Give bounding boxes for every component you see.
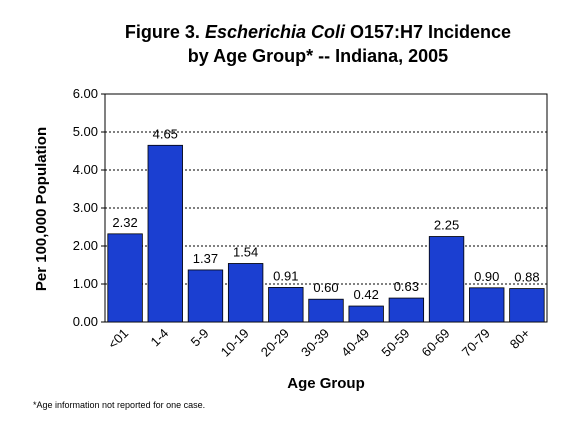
x-tick-label: 60-69 bbox=[419, 326, 453, 360]
x-tick-label: 40-49 bbox=[338, 326, 372, 360]
data-label: 2.32 bbox=[112, 215, 137, 230]
y-tick-label: 2.00 bbox=[73, 238, 98, 253]
x-tick-label: 70-79 bbox=[459, 326, 493, 360]
bar bbox=[187, 269, 224, 323]
bar bbox=[348, 305, 384, 323]
chart-title-line2: by Age Group* -- Indiana, 2005 bbox=[188, 46, 448, 66]
footnote: *Age information not reported for one ca… bbox=[33, 400, 205, 410]
x-tick-label: 10-19 bbox=[218, 326, 252, 360]
data-label: 0.88 bbox=[514, 270, 539, 285]
x-tick-label: 30-39 bbox=[298, 326, 332, 360]
data-label: 1.37 bbox=[193, 251, 218, 266]
chart-title-line1: Figure 3. Escherichia Coli O157:H7 Incid… bbox=[125, 22, 511, 42]
y-tick-label: 0.00 bbox=[73, 314, 98, 329]
x-tick-label: 50-59 bbox=[378, 326, 412, 360]
y-axis-label: Per 100,000 Population bbox=[33, 127, 50, 291]
y-tick-label: 1.00 bbox=[73, 276, 98, 291]
bar bbox=[469, 287, 505, 323]
data-label: 0.90 bbox=[474, 269, 499, 284]
data-label: 0.60 bbox=[313, 280, 338, 295]
y-tick-label: 5.00 bbox=[73, 124, 98, 139]
x-tick-label: 80+ bbox=[507, 326, 533, 352]
bar bbox=[227, 263, 264, 323]
data-label: 1.54 bbox=[233, 244, 258, 259]
x-tick-label: 1-4 bbox=[147, 326, 171, 350]
bar bbox=[428, 236, 465, 323]
bar bbox=[308, 298, 344, 323]
y-tick-label: 4.00 bbox=[73, 162, 98, 177]
bar bbox=[509, 288, 545, 323]
x-tick-label: 5-9 bbox=[188, 326, 212, 350]
plot-area: 0.00 1.00 2.00 3.00 4.00 5.00 6.00 2.32 <01 4.65 1… bbox=[73, 86, 548, 360]
bar bbox=[388, 297, 425, 323]
data-label: 0.42 bbox=[354, 287, 379, 302]
data-label: 0.91 bbox=[273, 268, 298, 283]
bar bbox=[268, 287, 304, 323]
bar bbox=[107, 233, 143, 323]
bar bbox=[147, 144, 183, 323]
data-label: 2.25 bbox=[434, 218, 459, 233]
y-tick-label: 3.00 bbox=[73, 200, 98, 215]
y-tick-label: 6.00 bbox=[73, 86, 98, 101]
data-label: 0.63 bbox=[394, 279, 419, 294]
x-axis-label: Age Group bbox=[287, 375, 365, 392]
x-tick-label: 20-29 bbox=[258, 326, 292, 360]
data-label: 4.65 bbox=[153, 126, 178, 141]
x-tick-label: <01 bbox=[105, 326, 131, 352]
